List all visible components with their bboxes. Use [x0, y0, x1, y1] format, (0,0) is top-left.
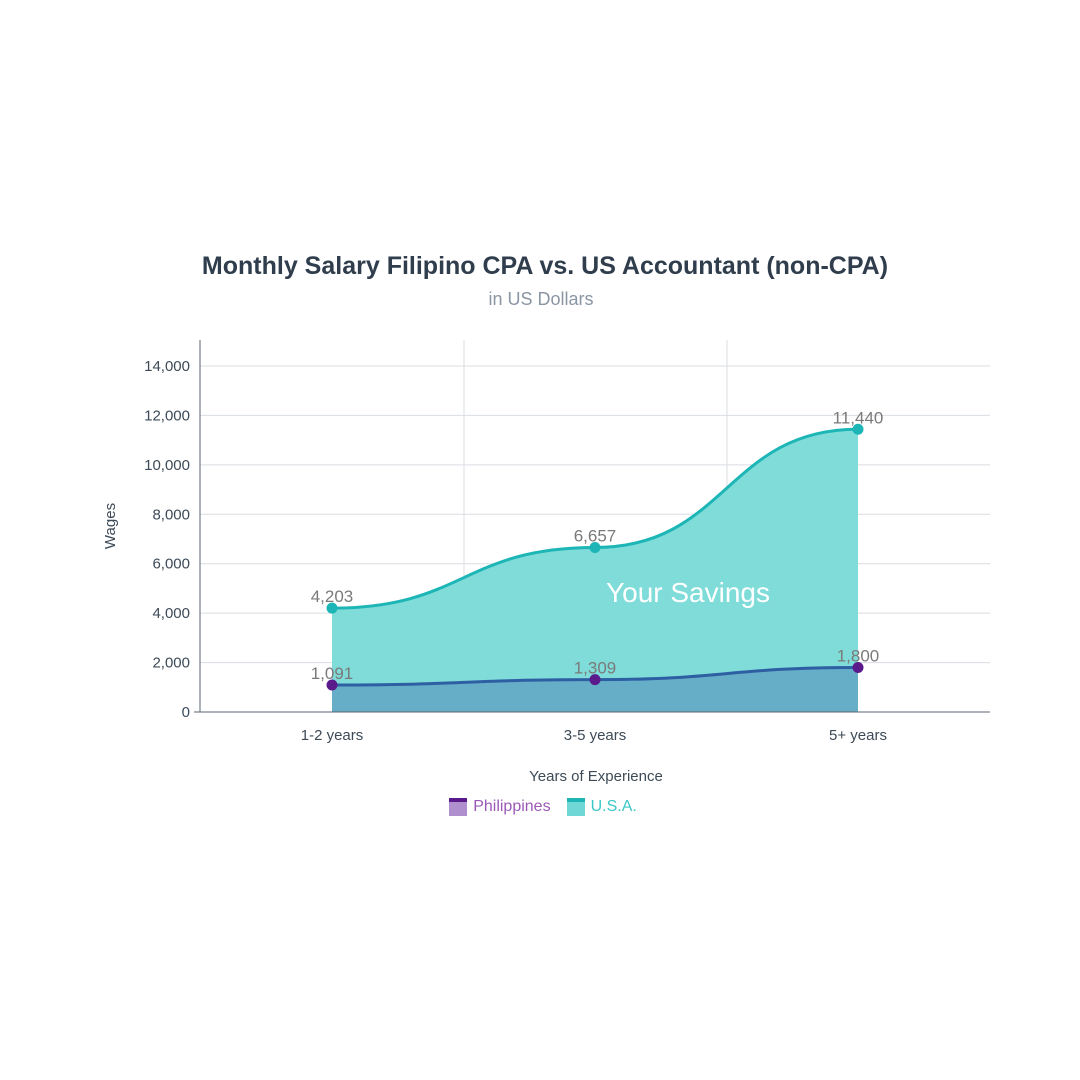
legend-swatch-usa	[566, 798, 585, 816]
y-tick-label: 2,000	[152, 655, 190, 672]
legend-swatch-philippines	[449, 798, 468, 816]
data-point-usa	[326, 602, 338, 614]
series-area-philippines	[332, 667, 858, 712]
y-tick-label: 4,000	[152, 605, 190, 622]
data-label-usa: 4,203	[311, 587, 354, 606]
y-tick-label: 0	[182, 704, 190, 721]
data-label-philippines: 1,091	[311, 664, 354, 683]
series-area-usa	[332, 429, 858, 712]
x-tick-label: 1-2 years	[301, 727, 364, 744]
legend-item-usa[interactable]: U.S.A.	[566, 798, 637, 816]
annotation-your-savings: Your Savings	[606, 577, 770, 608]
legend: Philippines U.S.A.	[0, 798, 1080, 816]
y-tick-label: 14,000	[144, 358, 190, 375]
data-label-philippines: 1,309	[574, 659, 617, 678]
data-point-usa	[852, 423, 864, 435]
y-axis-title: Wages	[102, 503, 119, 549]
legend-label-philippines: Philippines	[473, 798, 551, 815]
data-point-philippines	[852, 662, 864, 674]
data-point-usa	[589, 541, 601, 553]
x-axis-title: Years of Experience	[529, 768, 663, 785]
x-tick-label: 3-5 years	[564, 727, 627, 744]
legend-label-usa: U.S.A.	[590, 798, 637, 815]
legend-item-philippines[interactable]: Philippines	[449, 798, 551, 816]
y-tick-label: 10,000	[144, 457, 190, 474]
y-tick-label: 6,000	[152, 556, 190, 573]
x-tick-label: 5+ years	[829, 727, 887, 744]
data-label-philippines: 1,800	[837, 647, 880, 666]
y-tick-label: 12,000	[144, 407, 190, 424]
y-tick-label: 8,000	[152, 506, 190, 523]
data-point-philippines	[589, 674, 601, 686]
data-point-philippines	[326, 679, 338, 691]
data-label-usa: 6,657	[574, 526, 617, 545]
chart-subtitle: in US Dollars	[488, 289, 594, 309]
data-label-usa: 11,440	[833, 408, 884, 427]
chart-title: Monthly Salary Filipino CPA vs. US Accou…	[201, 252, 889, 280]
